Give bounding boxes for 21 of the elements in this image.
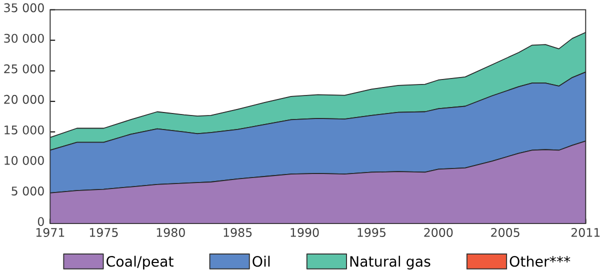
x-tick-label: 1975	[90, 228, 118, 237]
x-tick-label: 2011	[571, 228, 600, 237]
x-tick-label: 2005	[491, 228, 520, 237]
legend-label: Oil	[252, 256, 270, 267]
legend-label: Other***	[510, 256, 570, 267]
y-tick-label: 35 000	[4, 3, 44, 12]
x-tick-label: 1971	[36, 228, 64, 237]
y-tick-label: 10 000	[4, 156, 44, 165]
x-tick-label: 1980	[156, 228, 185, 237]
legend-label: Natural gas	[350, 256, 430, 270]
y-tick-label: 5 000	[12, 186, 44, 196]
x-tick-label: 2000	[424, 228, 453, 237]
y-tick-label: 25 000	[4, 64, 44, 74]
x-tick-label: 1990	[290, 228, 319, 237]
x-tick-label: 1995	[358, 228, 386, 237]
y-tick-label: 0	[38, 217, 44, 226]
y-tick-label: 20 000	[4, 94, 44, 104]
legend-label: Coal/peat	[106, 256, 174, 270]
y-tick-label: 15 000	[4, 125, 44, 134]
y-tick-label: 30 000	[4, 34, 44, 43]
x-tick-label: 1985	[224, 228, 252, 237]
